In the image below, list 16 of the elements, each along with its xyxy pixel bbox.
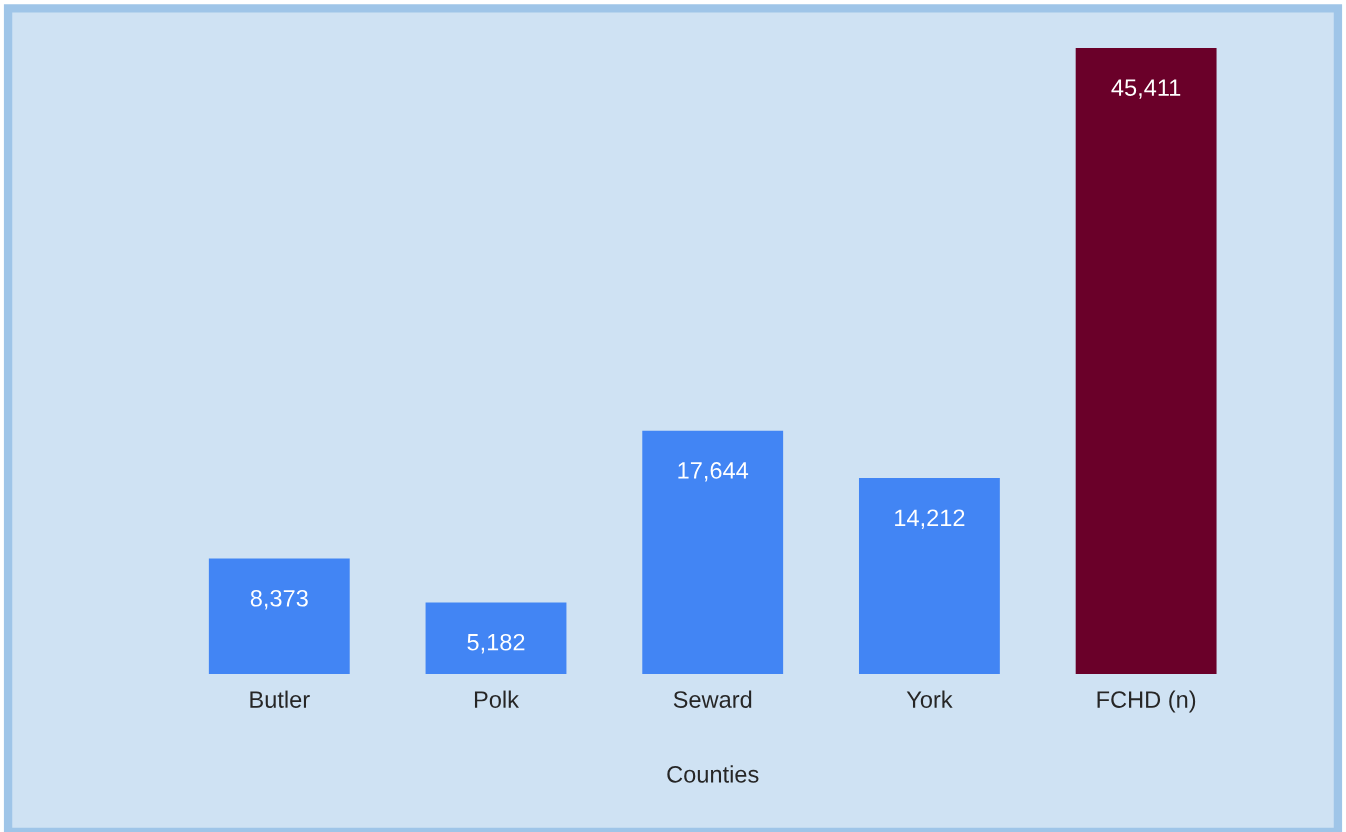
x-tick-label: Butler bbox=[250, 690, 310, 708]
data-label: 14,212 bbox=[895, 509, 965, 529]
x-axis-title: Counties bbox=[667, 765, 759, 783]
x-tick-label: Polk bbox=[474, 690, 519, 708]
bar bbox=[425, 602, 567, 674]
data-label: 17,644 bbox=[678, 462, 749, 482]
bar bbox=[208, 558, 350, 674]
x-tick-label: York bbox=[906, 690, 953, 708]
bar bbox=[858, 478, 1000, 674]
bar bbox=[642, 430, 784, 674]
data-label: 8,373 bbox=[250, 589, 308, 610]
x-tick-label: FCHD (n) bbox=[1097, 690, 1196, 713]
bar bbox=[1075, 47, 1217, 674]
data-label: 5,182 bbox=[467, 633, 525, 654]
data-label: 45,411 bbox=[1111, 79, 1181, 99]
x-tick-label: Seward bbox=[673, 690, 752, 708]
